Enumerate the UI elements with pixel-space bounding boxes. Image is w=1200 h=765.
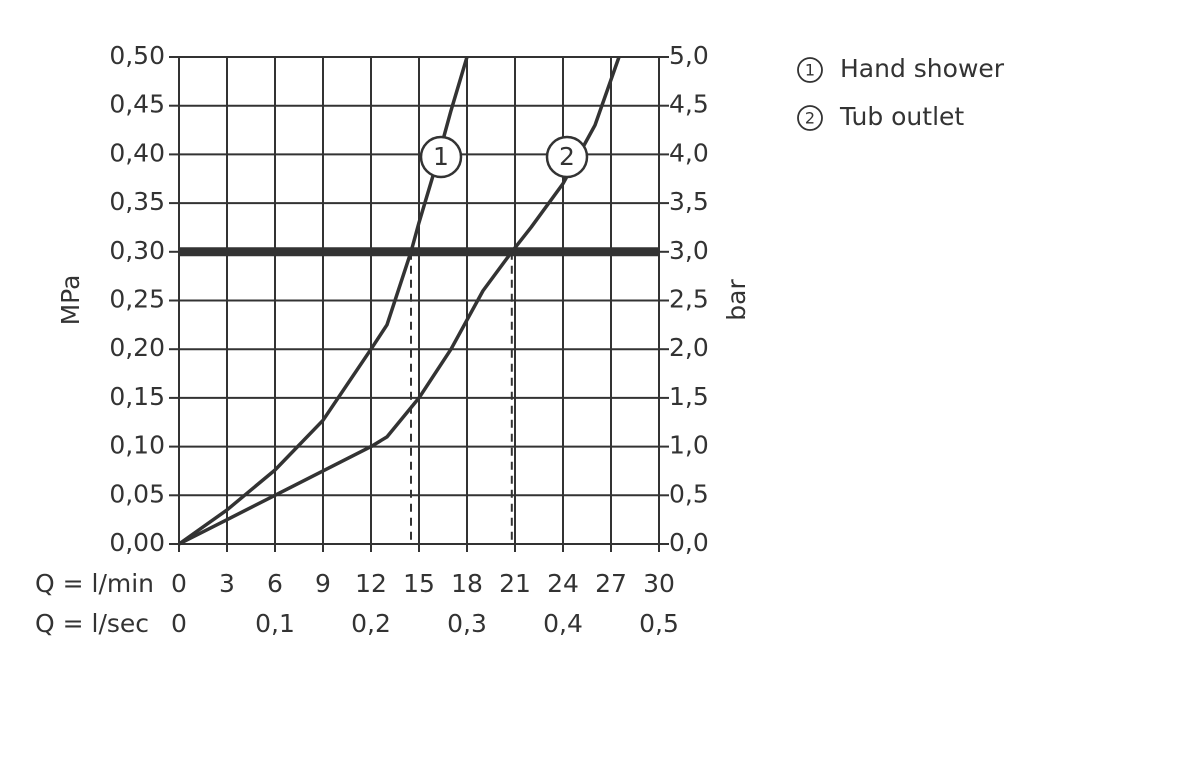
x-axis-label: Q = l/min [35, 569, 154, 598]
y-tick-label: 0,15 [109, 382, 165, 411]
x2-tick-label: 0 [171, 609, 187, 638]
y2-tick-label: 5,0 [669, 41, 709, 70]
legend-label: Tub outlet [839, 102, 964, 131]
y2-tick-label: 4,5 [669, 90, 709, 119]
x2-axis-label: Q = l/sec [35, 609, 149, 638]
y-tick-label: 0,35 [109, 187, 165, 216]
y-tick-label: 0,30 [109, 236, 165, 265]
x-tick-label: 12 [355, 569, 387, 598]
curve [178, 56, 621, 546]
legend-number-circle [797, 105, 823, 131]
legend-number-circle [797, 57, 823, 83]
x-tick-label: 27 [595, 569, 627, 598]
y2-tick-label: 2,0 [669, 333, 709, 362]
y2-tick-label: 0,0 [669, 528, 709, 557]
curve-label: 1 [433, 142, 449, 171]
y-axis-label: MPa [56, 275, 85, 326]
x-tick-label: 18 [451, 569, 483, 598]
x2-tick-label: 0,3 [447, 609, 487, 638]
y2-tick-label: 3,0 [669, 236, 709, 265]
x2-tick-label: 0,5 [639, 609, 679, 638]
curve-label-circle [545, 135, 589, 179]
x-tick-label: 3 [219, 569, 235, 598]
curve-label-circle [419, 135, 463, 179]
x-tick-label: 15 [403, 569, 435, 598]
x2-tick-label: 0,2 [351, 609, 391, 638]
x-tick-label: 30 [643, 569, 675, 598]
x2-tick-label: 0,1 [255, 609, 295, 638]
legend-label: Hand shower [840, 54, 1005, 83]
y-tick-label: 0,50 [109, 41, 165, 70]
y-tick-label: 0,40 [109, 138, 165, 167]
y-tick-label: 0,10 [109, 431, 165, 460]
y2-tick-label: 0,5 [669, 479, 709, 508]
x-tick-label: 0 [171, 569, 187, 598]
x-tick-label: 9 [315, 569, 331, 598]
y-tick-label: 0,20 [109, 333, 165, 362]
y-tick-label: 0,05 [109, 479, 165, 508]
y-tick-label: 0,25 [109, 285, 165, 314]
y2-tick-label: 3,5 [669, 187, 709, 216]
y2-tick-label: 1,0 [669, 431, 709, 460]
legend-number: 2 [805, 109, 815, 128]
y2-tick-label: 4,0 [669, 138, 709, 167]
y-tick-label: 0,45 [109, 90, 165, 119]
y2-axis-label: bar [722, 279, 751, 321]
y2-tick-label: 2,5 [669, 285, 709, 314]
y2-tick-label: 1,5 [669, 382, 709, 411]
curve-label: 2 [559, 142, 575, 171]
y-tick-label: 0,00 [109, 528, 165, 557]
x-tick-label: 24 [547, 569, 579, 598]
x-tick-label: 6 [267, 569, 283, 598]
legend-number: 1 [805, 61, 815, 80]
x-tick-label: 21 [499, 569, 531, 598]
x2-tick-label: 0,4 [543, 609, 583, 638]
